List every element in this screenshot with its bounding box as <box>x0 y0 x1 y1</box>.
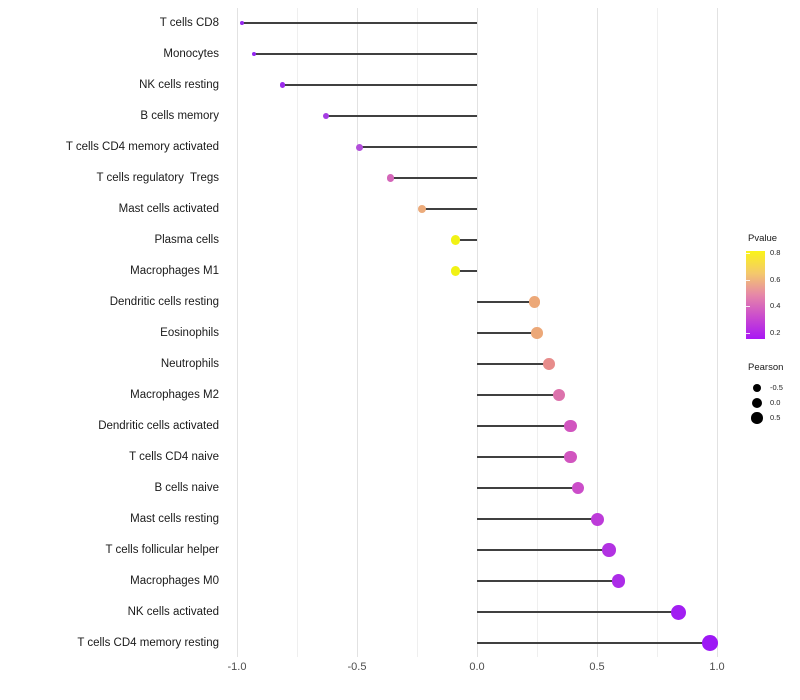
x-minor-gridline <box>657 8 658 657</box>
lollipop-dot <box>564 450 577 464</box>
lollipop-dot <box>528 296 541 308</box>
x-major-gridline <box>597 8 598 657</box>
lollipop-dot <box>543 358 555 370</box>
colorbar-tick-label: 0.8 <box>770 248 781 257</box>
lollipop-stem <box>455 270 477 272</box>
lollipop-stem <box>477 301 535 303</box>
pearson-legend-label: -0.5 <box>770 383 783 392</box>
y-axis-label: Macrophages M1 <box>130 265 219 277</box>
lollipop-stem <box>421 208 477 210</box>
lollipop-dot <box>417 204 427 214</box>
lollipop-stem <box>282 84 477 86</box>
y-axis-label: Eosinophils <box>160 327 219 339</box>
y-axis-label: Mast cells activated <box>118 203 219 215</box>
lollipop-dot <box>386 174 395 182</box>
lollipop-dot <box>701 635 718 651</box>
y-axis-label: Dendritic cells resting <box>109 296 219 308</box>
lollipop-stem <box>253 53 477 55</box>
colorbar-tick-label: 0.6 <box>770 274 781 284</box>
y-axis-label: T cells CD8 <box>159 17 219 29</box>
y-axis-label: T cells CD4 naive <box>129 451 219 463</box>
lollipop-dot <box>602 543 616 557</box>
lollipop-stem <box>359 146 477 148</box>
colorbar-tick-mark <box>746 332 750 334</box>
plot-panel <box>225 8 732 657</box>
y-axis-label: B cells memory <box>140 110 219 122</box>
lollipop-stem <box>477 549 609 551</box>
y-axis-label: Macrophages M0 <box>130 575 219 587</box>
lollipop-stem <box>477 332 537 334</box>
lollipop-dot <box>671 604 687 620</box>
pearson-legend-dot <box>751 412 763 424</box>
y-axis-label: T cells follicular helper <box>105 544 219 556</box>
lollipop-stem <box>325 115 477 117</box>
pearson-legend-title: Pearson <box>748 362 784 373</box>
lollipop-dot <box>590 512 604 526</box>
lollipop-stem <box>477 394 559 396</box>
lollipop-stem <box>477 518 597 520</box>
lollipop-dot <box>564 419 577 433</box>
lollipop-dot <box>450 235 461 245</box>
lollipop-dot <box>280 82 286 88</box>
lollipop-dot <box>552 389 565 401</box>
pearson-legend-dot <box>752 383 762 393</box>
lollipop-stem <box>477 456 571 458</box>
colorbar-tick-mark <box>746 279 750 281</box>
lollipop-stem <box>241 22 477 24</box>
y-axis-label: T cells CD4 memory activated <box>65 141 219 153</box>
y-axis-label: T cells regulatory Tregs <box>96 172 219 184</box>
colorbar-tick-mark <box>746 306 750 307</box>
y-axis-label: Monocytes <box>163 48 219 60</box>
lollipop-stem <box>477 425 571 427</box>
pvalue-colorbar <box>746 251 765 339</box>
y-axis-label: Plasma cells <box>154 234 219 246</box>
lollipop-dot <box>611 574 626 588</box>
colorbar-tick-mark <box>746 253 750 254</box>
lollipop-stem <box>477 487 578 489</box>
x-major-gridline <box>357 8 358 657</box>
x-major-gridline <box>237 8 238 657</box>
lollipop-dot <box>239 20 244 26</box>
lollipop-stem <box>477 642 710 644</box>
colorbar-tick-label: 0.2 <box>770 327 781 337</box>
x-axis-tick-label: 1.0 <box>709 661 725 673</box>
lollipop-stem <box>477 363 549 365</box>
y-axis-label: Dendritic cells activated <box>98 420 219 432</box>
x-minor-gridline <box>297 8 298 657</box>
x-axis-tick-label: -0.5 <box>347 661 367 673</box>
y-axis-label: Mast cells resting <box>130 513 219 525</box>
y-axis-label: T cells CD4 memory resting <box>77 637 219 649</box>
y-axis-label: B cells naive <box>154 482 219 494</box>
x-axis-tick-label: -1.0 <box>227 661 247 673</box>
lollipop-stem <box>390 177 477 179</box>
x-axis-tick-label: 0.5 <box>589 661 605 673</box>
y-axis-label: Macrophages M2 <box>130 389 219 401</box>
lollipop-dot <box>355 143 363 151</box>
lollipop-stem <box>455 239 477 241</box>
lollipop-dot <box>450 266 461 276</box>
x-minor-gridline <box>417 8 418 657</box>
pvalue-legend-title: Pvalue <box>748 233 778 244</box>
pearson-legend-dot <box>752 398 762 408</box>
x-major-gridline <box>717 8 718 657</box>
pearson-legend-label: 0.5 <box>770 413 781 422</box>
lollipop-dot <box>322 112 329 120</box>
y-axis-label: Neutrophils <box>160 358 219 370</box>
lollipop-stem <box>477 580 619 582</box>
y-axis-label: NK cells resting <box>139 79 219 91</box>
pearson-legend-label: 0.0 <box>770 398 781 407</box>
lollipop-stem <box>477 611 679 613</box>
lollipop-dot <box>531 327 543 339</box>
x-axis-tick-label: 0.0 <box>469 661 485 673</box>
colorbar-tick-label: 0.4 <box>770 301 781 310</box>
y-axis-label: NK cells activated <box>127 606 219 618</box>
lollipop-dot <box>251 51 256 57</box>
lollipop-dot <box>571 481 585 495</box>
